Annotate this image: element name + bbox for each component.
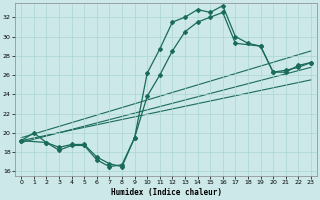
X-axis label: Humidex (Indice chaleur): Humidex (Indice chaleur)	[111, 188, 221, 197]
